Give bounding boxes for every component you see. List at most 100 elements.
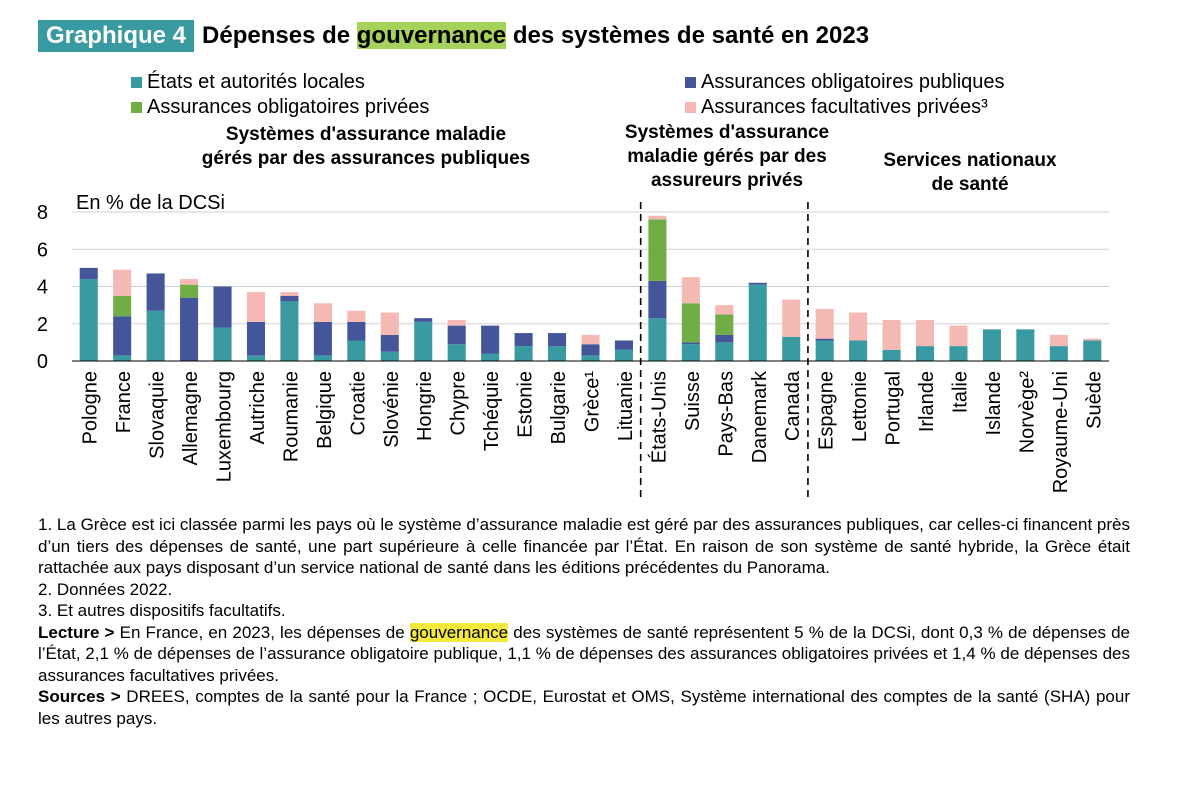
- x-tick-label: États-Unis: [647, 371, 670, 463]
- bar-segment: [447, 320, 466, 326]
- x-tick-label: Luxembourg: [214, 371, 236, 482]
- x-tick-label: Italie: [949, 371, 971, 413]
- x-tick-label: Espagne: [816, 371, 838, 450]
- bar-segment: [481, 325, 500, 354]
- bar-segment: [982, 329, 1001, 361]
- bar-segment: [614, 349, 633, 361]
- bar-segment: [280, 292, 299, 296]
- bar-segment: [748, 282, 767, 285]
- bar-segment: [715, 314, 734, 335]
- y-tick-label: 4: [37, 277, 48, 299]
- title-start: Dépenses de: [202, 22, 357, 49]
- bar-segment: [581, 344, 600, 356]
- x-tick-label: Royaume-Uni: [1050, 371, 1072, 493]
- legend-label: Assurances obligatoires privées: [147, 96, 429, 118]
- bar-segment: [648, 219, 667, 281]
- bar-segment: [882, 349, 901, 361]
- bar-segment: [715, 334, 734, 343]
- x-tick-label: Pologne: [80, 371, 102, 444]
- bar-segment: [280, 301, 299, 361]
- legend-swatch: [685, 77, 696, 88]
- legend-swatch: [685, 102, 696, 113]
- bar-segment: [213, 286, 232, 328]
- group-title: Services nationaux: [883, 150, 1057, 171]
- x-tick-label: Irlande: [916, 371, 938, 432]
- y-tick-label: 2: [37, 314, 48, 336]
- bar-segment: [180, 297, 199, 361]
- sources-note: Sources > DREES, comptes de la santé pou…: [38, 686, 1130, 729]
- bar-segment: [581, 334, 600, 345]
- x-tick-label: Suède: [1083, 371, 1105, 429]
- bar-segment: [414, 318, 433, 322]
- group-title: Systèmes d'assurance: [625, 122, 829, 143]
- bar-segment: [113, 269, 132, 296]
- chart-title: Dépenses de gouvernance des systèmes de …: [202, 22, 869, 50]
- bar-segment: [815, 338, 834, 341]
- y-tick-label: 8: [37, 202, 48, 224]
- bar-segment: [748, 284, 767, 361]
- bar-segment: [246, 292, 266, 322]
- x-tick-label: Autriche: [247, 371, 269, 444]
- title-end: des systèmes de santé en 2023: [506, 22, 870, 49]
- bar-segment: [347, 310, 366, 322]
- bar-segment: [815, 340, 834, 361]
- x-tick-label: France: [113, 371, 135, 433]
- footnote-3: 3. Et autres dispositifs facultatifs.: [38, 601, 286, 620]
- bar-segment: [313, 303, 332, 322]
- x-tick-label: Pays-Bas: [715, 371, 737, 457]
- group-title: Systèmes d'assurance maladie: [226, 124, 506, 145]
- bar-segment: [681, 277, 700, 304]
- bar-segment: [648, 318, 667, 361]
- chart-notes: 1. La Grèce est ici classée parmi les pa…: [38, 514, 1130, 729]
- bar-segment: [849, 340, 868, 361]
- bar-segment: [380, 334, 399, 352]
- sources-text: DREES, comptes de la santé pour la Franc…: [38, 687, 1130, 728]
- bar-segment: [380, 351, 399, 361]
- bar-segment: [614, 340, 633, 350]
- bar-segment: [180, 279, 199, 285]
- x-tick-label: Belgique: [314, 371, 336, 449]
- y-axis-label: En % de la DCSi: [76, 192, 225, 214]
- group-title: maladie gérés par des: [627, 146, 827, 167]
- x-tick-label: Tchéquie: [481, 371, 503, 451]
- bar-segment: [313, 321, 332, 356]
- legend-label: Assurances obligatoires publiques: [701, 71, 1005, 93]
- legend-label: États et autorités locales: [147, 70, 365, 93]
- bar-segment: [347, 321, 366, 341]
- bar-segment: [514, 346, 533, 361]
- bar-segment: [79, 279, 98, 361]
- x-tick-label: Slovénie: [381, 371, 403, 448]
- x-tick-label: Hongrie: [414, 371, 436, 441]
- bar-segment: [915, 346, 935, 361]
- bar-segment: [447, 344, 466, 361]
- group-title: gérés par des assurances publiques: [202, 148, 530, 169]
- bar-segment: [113, 295, 132, 317]
- x-tick-label: Allemagne: [180, 371, 202, 466]
- bar-segment: [313, 355, 332, 361]
- graph-number-label: Graphique 4: [38, 20, 195, 52]
- title-highlight: gouvernance: [356, 22, 507, 49]
- x-tick-label: Suisse: [682, 371, 704, 431]
- bar-segment: [380, 312, 399, 335]
- bar-segment: [180, 284, 199, 298]
- bar-segment: [146, 273, 165, 311]
- lecture-highlight: gouvernance: [409, 622, 509, 642]
- y-tick-label: 0: [37, 351, 48, 373]
- lecture-text-start: En France, en 2023, les dépenses de: [114, 622, 410, 642]
- bar-segment: [949, 325, 968, 347]
- bar-segment: [681, 303, 700, 343]
- bar-segment: [581, 355, 600, 361]
- bar-segment: [1083, 338, 1102, 341]
- bar-segment: [648, 280, 667, 319]
- x-tick-label: Lituanie: [615, 371, 637, 441]
- bar-segment: [548, 333, 567, 347]
- bar-segment: [414, 321, 433, 361]
- bar-segment: [113, 316, 132, 356]
- x-tick-label: Lettonie: [849, 371, 871, 442]
- bar-segment: [481, 353, 500, 361]
- bar-segment: [915, 320, 935, 347]
- legend-label: Assurances facultatives privées³: [701, 96, 988, 118]
- bar-segment: [715, 305, 734, 315]
- bar-segment: [681, 344, 700, 361]
- sources-label: Sources >: [38, 687, 121, 706]
